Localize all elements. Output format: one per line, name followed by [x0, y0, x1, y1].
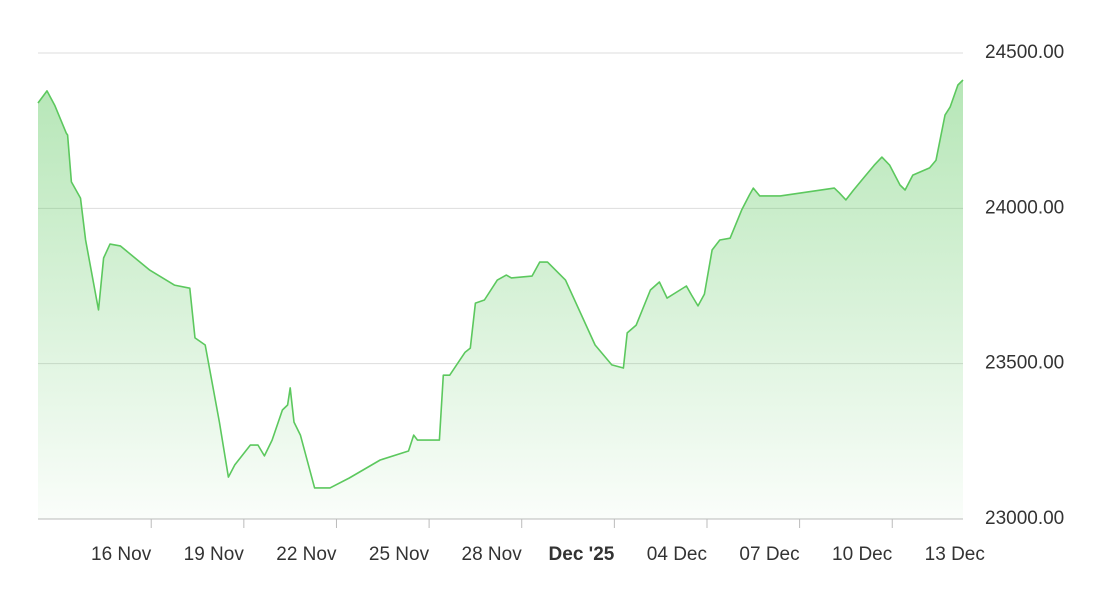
- y-tick-label: 23000.00: [985, 508, 1064, 529]
- y-tick-label: 23500.00: [985, 353, 1064, 374]
- x-tick-label: 28 Nov: [462, 544, 523, 565]
- y-tick-label: 24000.00: [985, 197, 1064, 218]
- x-tick-label: 07 Dec: [739, 544, 799, 565]
- x-tick-label: 04 Dec: [647, 544, 707, 565]
- line: [37, 79, 964, 489]
- x-tick-label: 10 Dec: [832, 544, 892, 565]
- x-tick-label: 22 Nov: [276, 544, 337, 565]
- y-tick-label: 24500.00: [985, 42, 1064, 63]
- x-tick-label: 25 Nov: [369, 544, 430, 565]
- x-tick-label: 19 Nov: [184, 544, 245, 565]
- x-tick-label: Dec '25: [549, 544, 615, 565]
- x-tick-label: 13 Dec: [925, 544, 985, 565]
- x-tick-label: 16 Nov: [91, 544, 152, 565]
- area-fill: [38, 80, 963, 519]
